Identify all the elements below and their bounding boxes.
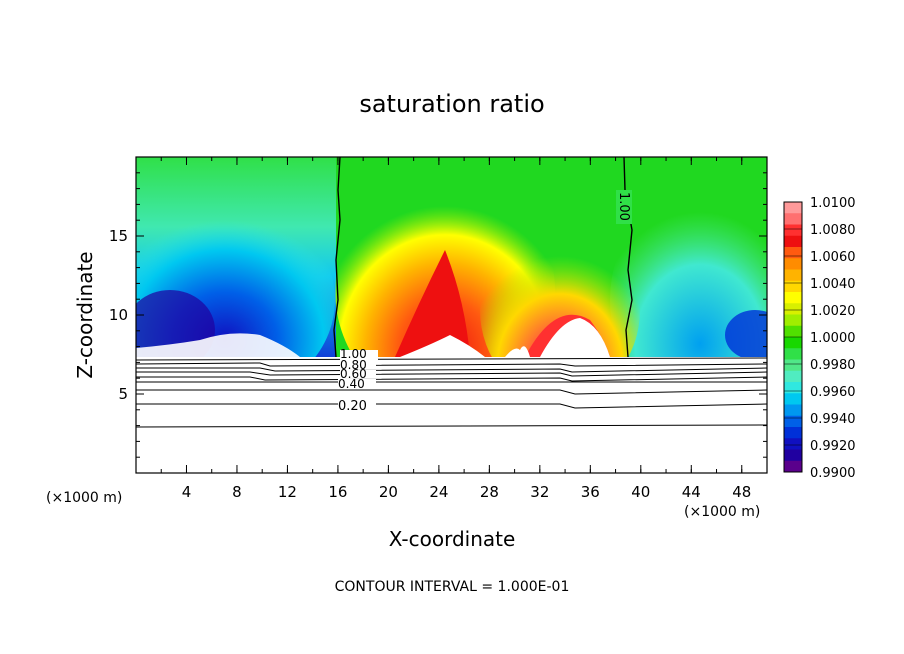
colorbar-swatch — [784, 269, 802, 282]
colorbar-label: 0.9960 — [810, 385, 856, 400]
x-tick-label: 20 — [379, 483, 398, 501]
x-tick-label: 48 — [732, 483, 751, 501]
colorbar-swatch — [784, 235, 802, 248]
colorbar-swatch — [784, 247, 802, 259]
x-tick-label: 32 — [530, 483, 549, 501]
x-unit-left: (×1000 m) — [46, 490, 122, 506]
colorbar-label: 1.0040 — [810, 277, 856, 292]
colorbar-swatch — [784, 202, 802, 214]
contour-label: 1.00 — [616, 192, 631, 221]
colorbar-swatch — [784, 460, 802, 473]
y-axis-label: Z-coordinate — [73, 251, 97, 378]
heatmap-clear-mid-1 — [400, 335, 485, 357]
contour-line — [136, 362, 767, 367]
colorbar: 1.0100 1.0080 1.0060 1.0040 1.0020 1.0000 0.99… — [783, 196, 856, 481]
colorbar-swatch — [784, 280, 802, 293]
colorbar-swatch — [784, 314, 802, 327]
x-tick-label: 28 — [480, 483, 499, 501]
colorbar-label: 0.9980 — [810, 358, 856, 373]
contour-label: 0.40 — [338, 377, 365, 391]
contour-line — [136, 389, 767, 395]
colorbar-swatch — [784, 325, 802, 338]
colorbar-swatch — [784, 393, 802, 405]
colorbar-label: 0.9940 — [810, 412, 856, 427]
contour-line — [136, 357, 767, 361]
colorbar-label: 1.0000 — [810, 331, 856, 346]
colorbar-swatch — [784, 303, 802, 315]
x-tick-label: 36 — [581, 483, 600, 501]
colorbar-swatch — [784, 370, 802, 383]
colorbar-swatch — [784, 224, 802, 237]
colorbar-swatch — [784, 404, 802, 417]
colorbar-label: 0.9900 — [810, 466, 856, 481]
x-axis: 4 8 12 16 20 24 28 32 36 40 44 48 — [160, 157, 751, 501]
contour-line — [136, 424, 767, 428]
heatmap-clear-mid-2 — [505, 346, 530, 357]
x-tick-label: 4 — [182, 483, 192, 501]
colorbar-swatch — [784, 449, 802, 462]
x-tick-label: 16 — [328, 483, 347, 501]
colorbar-swatch — [784, 427, 802, 439]
colorbar-swatch — [784, 438, 802, 450]
x-axis-label: X-coordinate — [389, 527, 516, 551]
colorbar-label: 1.0080 — [810, 223, 856, 238]
colorbar-label: 1.0020 — [810, 304, 856, 319]
x-tick-label: 40 — [631, 483, 650, 501]
contour-label: 0.80 — [340, 358, 367, 372]
contour-label: 0.60 — [340, 367, 367, 381]
contour-line — [136, 376, 767, 382]
surface-layer — [136, 357, 767, 473]
colorbar-swatch — [784, 348, 802, 360]
heatmap-cold-right-edge — [725, 310, 767, 360]
contour-interval-note: CONTOUR INTERVAL = 1.000E-01 — [335, 579, 570, 595]
colorbar-swatch — [784, 415, 802, 428]
y-axis: 5 10 15 — [109, 172, 767, 458]
y-tick-label: 10 — [109, 306, 128, 324]
contour-label: 1.00 — [340, 347, 367, 361]
heatmap-field — [136, 157, 767, 473]
colorbar-swatch — [784, 337, 802, 349]
x-unit-right: (×1000 m) — [684, 504, 760, 520]
horizontal-contours — [136, 357, 767, 428]
colorbar-swatch — [784, 213, 802, 225]
heatmap-clear-left — [136, 333, 300, 357]
contour-label: 0.20 — [338, 399, 367, 414]
contour-1-00-left — [333, 157, 341, 358]
x-tick-label: 8 — [232, 483, 242, 501]
chart-title: saturation ratio — [359, 90, 544, 118]
colorbar-label: 0.9920 — [810, 439, 856, 454]
heatmap-peak-1 — [395, 250, 470, 357]
contour-line — [136, 367, 767, 373]
x-tick-label: 24 — [429, 483, 448, 501]
contour-line — [136, 371, 767, 377]
colorbar-swatch — [784, 359, 802, 372]
colorbar-label: 1.0060 — [810, 250, 856, 265]
x-tick-label: 12 — [278, 483, 297, 501]
y-tick-label: 5 — [118, 385, 128, 403]
colorbar-label: 1.0100 — [810, 196, 856, 211]
heatmap-cold-core-right — [610, 190, 767, 410]
colorbar-swatch — [784, 292, 802, 304]
colorbar-swatch — [784, 258, 802, 270]
heatmap-clear-mid-3 — [540, 318, 610, 357]
contour-labels: 1.00 0.80 0.60 0.40 0.20 1.00 — [338, 190, 632, 414]
colorbar-swatch — [784, 382, 802, 394]
x-tick-label: 44 — [682, 483, 701, 501]
y-tick-label: 15 — [109, 227, 128, 245]
